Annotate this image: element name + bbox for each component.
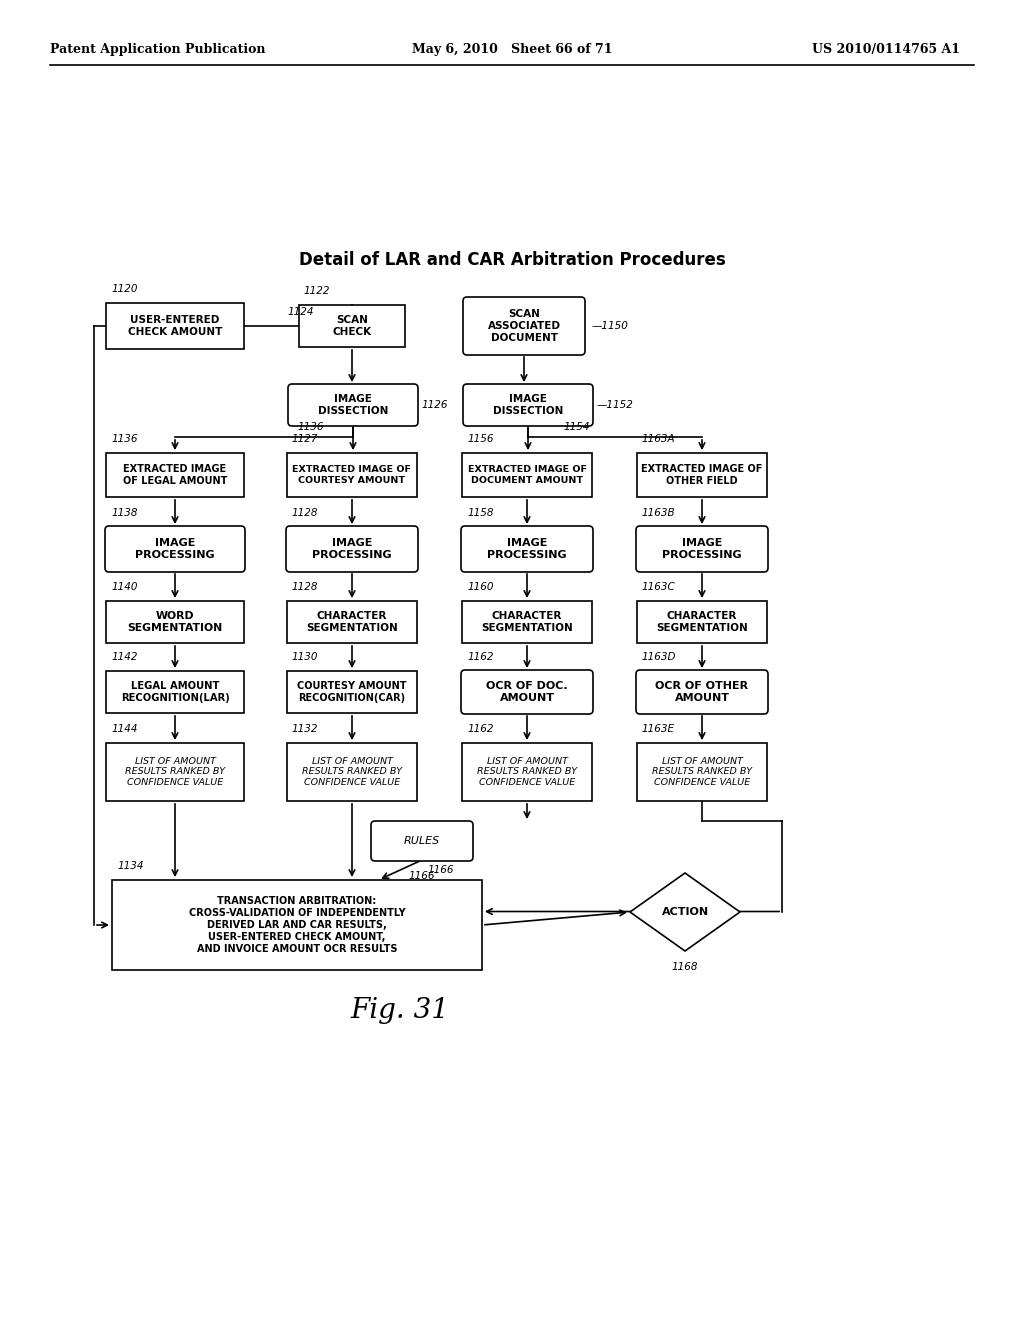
Text: COURTESY AMOUNT
RECOGNITION(CAR): COURTESY AMOUNT RECOGNITION(CAR) <box>297 681 407 704</box>
Text: EXTRACTED IMAGE OF
OTHER FIELD: EXTRACTED IMAGE OF OTHER FIELD <box>641 465 763 486</box>
Text: 1134: 1134 <box>117 861 143 871</box>
Bar <box>462 453 592 498</box>
Text: 1130: 1130 <box>292 652 318 663</box>
FancyBboxPatch shape <box>636 525 768 572</box>
Text: 1156: 1156 <box>467 434 494 444</box>
Bar <box>462 601 592 643</box>
Text: 1124: 1124 <box>288 308 314 317</box>
Text: TRANSACTION ARBITRATION:
CROSS-VALIDATION OF INDEPENDENTLY
DERIVED LAR AND CAR R: TRANSACTION ARBITRATION: CROSS-VALIDATIO… <box>188 896 406 954</box>
Text: 1122: 1122 <box>304 286 331 296</box>
Bar <box>106 743 244 801</box>
Text: 1154: 1154 <box>563 422 590 432</box>
Text: WORD
SEGMENTATION: WORD SEGMENTATION <box>127 611 222 634</box>
Text: CHARACTER
SEGMENTATION: CHARACTER SEGMENTATION <box>481 611 572 634</box>
Text: EXTRACTED IMAGE OF
COURTESY AMOUNT: EXTRACTED IMAGE OF COURTESY AMOUNT <box>293 465 412 484</box>
Bar <box>106 671 244 713</box>
Bar <box>112 880 482 970</box>
FancyBboxPatch shape <box>463 297 585 355</box>
Text: 1163A: 1163A <box>642 434 676 444</box>
Text: May 6, 2010   Sheet 66 of 71: May 6, 2010 Sheet 66 of 71 <box>412 44 612 57</box>
FancyBboxPatch shape <box>461 525 593 572</box>
FancyBboxPatch shape <box>463 384 593 426</box>
Text: 1126: 1126 <box>422 400 449 411</box>
Bar <box>462 743 592 801</box>
Text: Patent Application Publication: Patent Application Publication <box>50 44 265 57</box>
Text: 1166: 1166 <box>409 871 435 880</box>
Text: 1163E: 1163E <box>642 723 675 734</box>
Text: —1150: —1150 <box>592 321 629 331</box>
Text: LIST OF AMOUNT
RESULTS RANKED BY
CONFIDENCE VALUE: LIST OF AMOUNT RESULTS RANKED BY CONFIDE… <box>302 756 402 787</box>
Text: 1138: 1138 <box>111 508 137 517</box>
Polygon shape <box>630 873 740 950</box>
Text: 1166: 1166 <box>427 865 454 875</box>
Text: LIST OF AMOUNT
RESULTS RANKED BY
CONFIDENCE VALUE: LIST OF AMOUNT RESULTS RANKED BY CONFIDE… <box>125 756 225 787</box>
Text: 1132: 1132 <box>292 723 318 734</box>
FancyBboxPatch shape <box>105 525 245 572</box>
Text: 1140: 1140 <box>111 582 137 591</box>
Text: SCAN
CHECK: SCAN CHECK <box>333 315 372 337</box>
Text: IMAGE
PROCESSING: IMAGE PROCESSING <box>487 539 567 560</box>
Text: 1163D: 1163D <box>642 652 677 663</box>
Text: Fig. 31: Fig. 31 <box>350 997 450 1023</box>
Text: 1160: 1160 <box>467 582 494 591</box>
Text: Detail of LAR and CAR Arbitration Procedures: Detail of LAR and CAR Arbitration Proced… <box>299 251 725 269</box>
Text: LEGAL AMOUNT
RECOGNITION(LAR): LEGAL AMOUNT RECOGNITION(LAR) <box>121 681 229 704</box>
Text: IMAGE
PROCESSING: IMAGE PROCESSING <box>312 539 392 560</box>
Bar <box>637 601 767 643</box>
Bar <box>287 743 417 801</box>
Text: 1163C: 1163C <box>642 582 676 591</box>
Text: CHARACTER
SEGMENTATION: CHARACTER SEGMENTATION <box>306 611 398 634</box>
Text: 1158: 1158 <box>467 508 494 517</box>
Text: OCR OF DOC.
AMOUNT: OCR OF DOC. AMOUNT <box>486 681 568 704</box>
FancyBboxPatch shape <box>636 671 768 714</box>
Text: 1136: 1136 <box>111 434 137 444</box>
Text: RULES: RULES <box>403 836 440 846</box>
Text: 1120: 1120 <box>111 284 137 294</box>
Text: IMAGE
PROCESSING: IMAGE PROCESSING <box>663 539 741 560</box>
Text: SCAN
ASSOCIATED
DOCUMENT: SCAN ASSOCIATED DOCUMENT <box>487 309 560 343</box>
Text: LIST OF AMOUNT
RESULTS RANKED BY
CONFIDENCE VALUE: LIST OF AMOUNT RESULTS RANKED BY CONFIDE… <box>652 756 752 787</box>
FancyBboxPatch shape <box>371 821 473 861</box>
Text: 1144: 1144 <box>111 723 137 734</box>
Text: IMAGE
DISSECTION: IMAGE DISSECTION <box>493 393 563 416</box>
Text: OCR OF OTHER
AMOUNT: OCR OF OTHER AMOUNT <box>655 681 749 704</box>
Text: 1163B: 1163B <box>642 508 676 517</box>
Text: 1128: 1128 <box>292 582 318 591</box>
FancyBboxPatch shape <box>461 671 593 714</box>
Text: USER-ENTERED
CHECK AMOUNT: USER-ENTERED CHECK AMOUNT <box>128 315 222 337</box>
Text: 1136: 1136 <box>298 422 325 432</box>
Text: 1142: 1142 <box>111 652 137 663</box>
Bar <box>287 601 417 643</box>
FancyBboxPatch shape <box>288 384 418 426</box>
Bar <box>299 305 406 347</box>
Text: IMAGE
PROCESSING: IMAGE PROCESSING <box>135 539 215 560</box>
Bar <box>106 601 244 643</box>
Text: —1152: —1152 <box>597 400 634 411</box>
Bar <box>287 453 417 498</box>
Text: US 2010/0114765 A1: US 2010/0114765 A1 <box>812 44 961 57</box>
Text: 1127: 1127 <box>292 434 318 444</box>
Text: CHARACTER
SEGMENTATION: CHARACTER SEGMENTATION <box>656 611 748 634</box>
Text: LIST OF AMOUNT
RESULTS RANKED BY
CONFIDENCE VALUE: LIST OF AMOUNT RESULTS RANKED BY CONFIDE… <box>477 756 577 787</box>
Bar <box>106 453 244 498</box>
Text: IMAGE
DISSECTION: IMAGE DISSECTION <box>317 393 388 416</box>
Bar <box>637 743 767 801</box>
Text: 1162: 1162 <box>467 723 494 734</box>
Text: EXTRACTED IMAGE
OF LEGAL AMOUNT: EXTRACTED IMAGE OF LEGAL AMOUNT <box>123 465 227 486</box>
Bar <box>637 453 767 498</box>
Text: EXTRACTED IMAGE OF
DOCUMENT AMOUNT: EXTRACTED IMAGE OF DOCUMENT AMOUNT <box>468 465 587 484</box>
FancyBboxPatch shape <box>286 525 418 572</box>
Bar <box>287 671 417 713</box>
Text: 1162: 1162 <box>467 652 494 663</box>
Text: ACTION: ACTION <box>662 907 709 917</box>
Bar <box>106 304 244 348</box>
Text: 1128: 1128 <box>292 508 318 517</box>
Text: 1168: 1168 <box>672 962 698 972</box>
